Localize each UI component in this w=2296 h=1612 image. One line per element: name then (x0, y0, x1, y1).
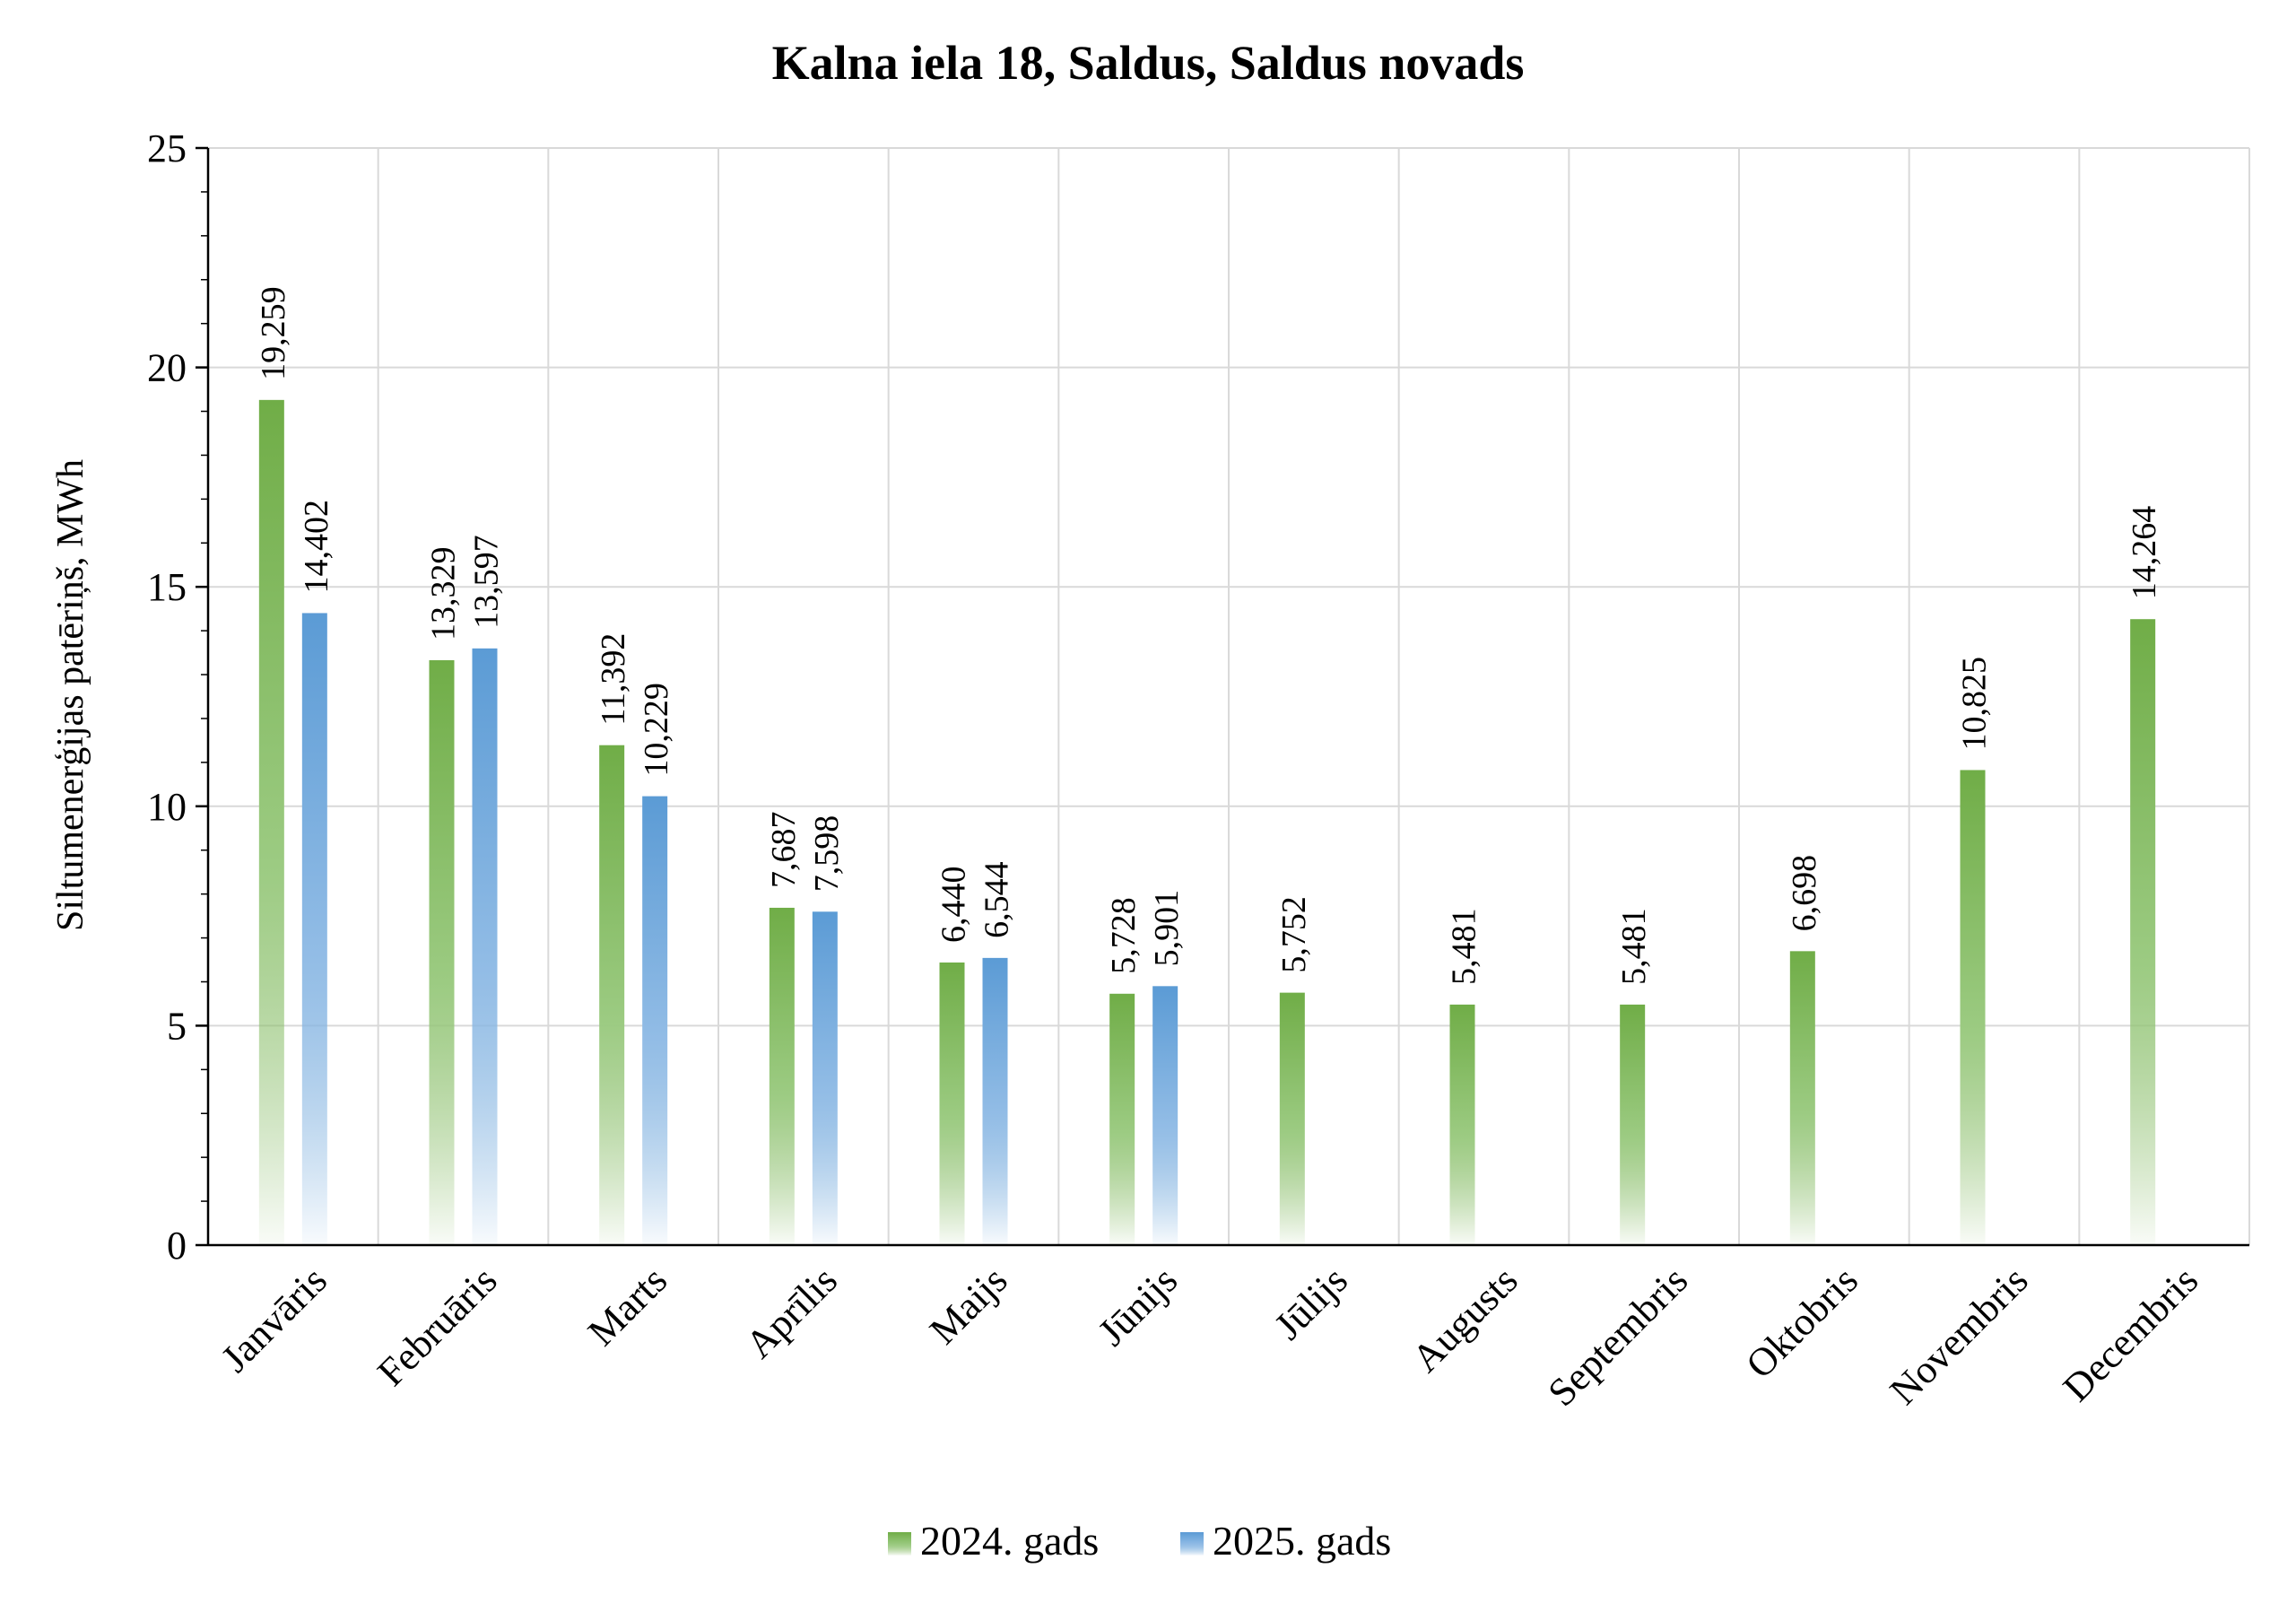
x-tick-label: Februāris (369, 1258, 505, 1394)
bar-2025 (472, 648, 498, 1245)
bar-2024 (258, 399, 284, 1245)
bar-2024 (2130, 619, 2156, 1245)
data-label: 7,687 (765, 811, 803, 888)
chart-title: Kalna iela 18, Saldus, Saldus novads (772, 36, 1525, 90)
x-tick-label: Augusts (1404, 1258, 1526, 1381)
y-tick-label: 15 (147, 565, 187, 609)
y-tick-label: 10 (147, 785, 187, 829)
y-tick-label: 0 (167, 1224, 187, 1268)
legend: 2024. gads 2025. gads (888, 1518, 1391, 1564)
data-label: 5,481 (1615, 908, 1653, 985)
data-label: 5,728 (1105, 897, 1143, 974)
gridlines (208, 147, 2250, 1245)
y-tick-label: 20 (147, 346, 187, 390)
y-tick-label: 25 (147, 126, 187, 170)
data-label: 14,264 (2126, 506, 2163, 600)
bar-2025 (642, 796, 668, 1245)
x-tick-label: Aprīlis (737, 1258, 846, 1366)
data-label: 5,752 (1275, 896, 1313, 973)
y-axis-label: Siltumenerģijas patēriņš, MWh (50, 459, 91, 931)
data-label: 5,481 (1446, 908, 1483, 985)
bar-2025 (812, 911, 838, 1245)
bar-2024 (1449, 1004, 1475, 1245)
data-label: 13,597 (468, 535, 506, 629)
bar-2024 (1789, 951, 1815, 1245)
data-label: 19,259 (255, 286, 292, 380)
bar-2024 (599, 745, 625, 1245)
bar-2024 (1620, 1004, 1646, 1245)
axes: 0 5 10 15 20 25 Janvāris Februāris Marts Aprīlis M… (147, 126, 2249, 1415)
y-tick-label: 5 (167, 1004, 187, 1048)
bar-2024 (1109, 993, 1135, 1245)
bar-2024 (1960, 770, 1986, 1245)
data-label: 10,229 (638, 683, 675, 777)
legend-label-2024: 2024. gads (920, 1518, 1099, 1564)
legend-label-2025: 2025. gads (1213, 1518, 1391, 1564)
data-label: 5,901 (1148, 890, 1186, 967)
bar-2025 (301, 613, 327, 1245)
bar-2025 (1152, 986, 1178, 1245)
data-label: 10,825 (1956, 657, 1994, 751)
bar-2025 (982, 957, 1008, 1245)
data-label: 13,329 (425, 546, 463, 640)
data-labels: 19,259 13,329 11,392 7,687 6,440 5,728 5,752 5,… (255, 286, 2163, 985)
x-tick-label: Janvāris (213, 1258, 335, 1381)
x-tick-label: Jūnijs (1090, 1258, 1186, 1354)
data-label: 6,698 (1786, 855, 1823, 932)
x-tick-label: Septembris (1540, 1258, 1697, 1415)
bar-2024 (769, 907, 795, 1245)
data-label: 14,402 (298, 500, 335, 594)
x-tick-label: Marts (579, 1258, 675, 1354)
bar-2024 (1279, 992, 1305, 1245)
legend-swatch-2024 (888, 1532, 911, 1555)
x-tick-label: Oktobris (1737, 1258, 1866, 1387)
x-tick-label: Novembris (1882, 1258, 2037, 1413)
data-label: 11,392 (595, 633, 632, 726)
bar-2024 (429, 659, 455, 1245)
data-label: 6,440 (935, 866, 973, 943)
data-label: 7,598 (808, 815, 846, 893)
x-tick-label: Maijs (921, 1258, 1016, 1353)
legend-swatch-2025 (1180, 1532, 1204, 1555)
bars (258, 399, 2156, 1245)
x-tick-label: Jūlijs (1266, 1258, 1356, 1347)
bar-2024 (939, 962, 965, 1245)
x-tick-label: Decembris (2055, 1258, 2206, 1409)
data-label: 6,544 (978, 861, 1016, 938)
